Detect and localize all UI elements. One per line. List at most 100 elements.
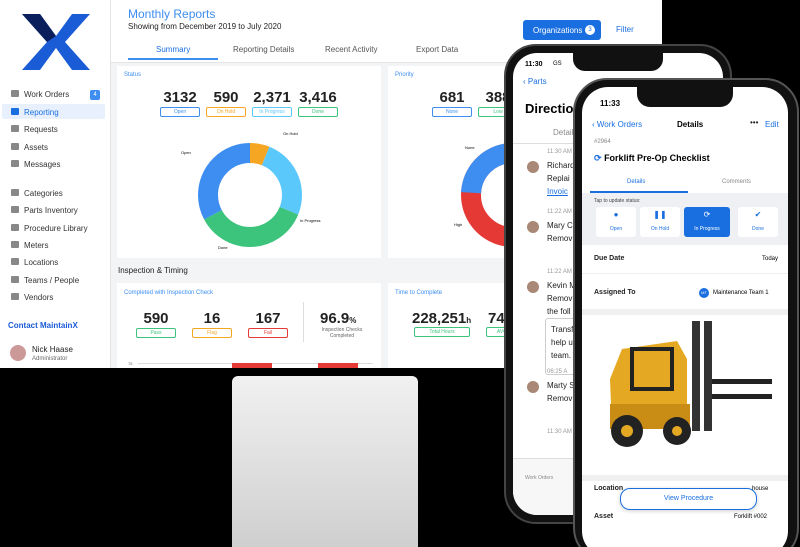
status-button[interactable]: [684, 207, 730, 237]
nav-item[interactable]: Parts Inventory: [24, 206, 78, 216]
stat-value: 590: [143, 310, 169, 327]
org-label[interactable]: Organizations: [533, 26, 583, 35]
stat-tag: None: [432, 107, 472, 117]
nav-item[interactable]: Meters: [24, 240, 49, 250]
more[interactable]: •••: [750, 118, 759, 127]
quote-text: team.: [551, 351, 572, 360]
status-label[interactable]: Done: [752, 226, 764, 232]
nav-item[interactable]: Work Orders: [24, 90, 70, 99]
status-icon: ●: [613, 210, 619, 219]
msg-avatar: [527, 221, 539, 233]
stat-value: 167: [255, 310, 281, 327]
status-label[interactable]: On Hold: [650, 226, 670, 232]
tab[interactable]: Details: [627, 179, 646, 185]
stat-value: 2,371: [253, 89, 291, 106]
nav-active: [2, 103, 105, 119]
nav-icon: [11, 206, 19, 214]
wo-id: #2964: [594, 139, 611, 145]
nav-item[interactable]: Vendors: [24, 292, 54, 302]
tab[interactable]: Export Data: [416, 45, 459, 54]
nav-item[interactable]: Procedure Library: [24, 223, 88, 233]
stat-tag: Flag: [192, 328, 232, 338]
donut-label: None: [465, 145, 475, 150]
back-text[interactable]: Work Orders: [596, 120, 643, 129]
stat-value: 681: [439, 89, 465, 106]
nav-item[interactable]: Requests: [24, 125, 58, 134]
rate: 96.9%: [320, 310, 356, 327]
page-title[interactable]: Monthly Reports: [128, 7, 216, 21]
tab[interactable]: Details: [553, 128, 578, 137]
nav-icon: [11, 189, 19, 196]
monitor-stand: [232, 376, 418, 547]
status-label[interactable]: In Progress: [694, 226, 720, 232]
filter[interactable]: Filter: [616, 25, 634, 34]
nav-item[interactable]: Messages: [24, 160, 61, 169]
tab[interactable]: Comments: [722, 179, 752, 185]
hint: Tap to update status:: [594, 198, 641, 204]
nav-item[interactable]: Assets: [24, 142, 49, 152]
status-label[interactable]: Open: [609, 226, 623, 232]
card-title[interactable]: Status: [124, 72, 142, 78]
donut-label: On Hold: [283, 131, 298, 136]
status-icon: ⟳: [703, 210, 711, 219]
divider: [582, 273, 788, 274]
stat-value: 16: [203, 310, 221, 327]
stat-tag: Open: [160, 107, 200, 117]
nav-item[interactable]: Reporting: [24, 107, 59, 117]
back-link[interactable]: ‹ Work Orders: [592, 120, 643, 129]
status-icon: ✔: [754, 210, 762, 219]
row-label: Due Date: [594, 255, 625, 262]
tab[interactable]: Recent Activity: [325, 45, 378, 54]
nav-icon: [11, 90, 19, 97]
nav-item[interactable]: Locations: [24, 258, 59, 268]
wo-title-text: Forklift Pre-Op Checklist: [604, 153, 710, 163]
msg-text: Invoic: [547, 187, 568, 196]
inspection-card: [117, 283, 381, 368]
quote-text: Transf: [551, 325, 574, 334]
phone-front-screen: 11:33 ‹ Work Orders Details ••• Edit #29…: [582, 87, 788, 547]
back-text[interactable]: Parts: [527, 77, 547, 86]
donut-label: In Progress: [300, 218, 321, 223]
msg-time: 11:22 AM: [547, 209, 572, 215]
view-procedure[interactable]: View Procedure: [620, 488, 757, 510]
donut-label: Open: [181, 150, 191, 155]
sidebar: [0, 0, 111, 368]
row-label: Assigned To: [594, 289, 636, 296]
status-button[interactable]: [596, 207, 636, 237]
msg-text: Remov: [547, 394, 573, 403]
nav-icon: [11, 240, 19, 248]
msg-text: the foll: [547, 307, 571, 316]
nav-item[interactable]: Categories: [24, 189, 63, 198]
tab-bar-item[interactable]: Work Orders: [525, 475, 554, 481]
rate-label: Inspection Checks Completed: [321, 327, 363, 339]
card-title[interactable]: Priority: [395, 72, 414, 78]
forklift-image: [610, 321, 772, 447]
row-label: Asset: [594, 513, 614, 520]
notch: [637, 87, 733, 107]
unit: h: [466, 316, 472, 325]
msg-name: Richard: [547, 161, 575, 170]
axis-label: 75: [128, 361, 133, 366]
msg-time: 11:22 AM: [547, 269, 572, 275]
back-link[interactable]: ‹ Parts: [523, 77, 547, 86]
tab[interactable]: Summary: [156, 45, 191, 54]
row-value: house: [752, 486, 769, 492]
org-button[interactable]: [523, 20, 601, 40]
notch: [573, 53, 663, 71]
card-title[interactable]: Time to Complete: [395, 290, 443, 296]
nav-icon: [11, 142, 19, 150]
nav-icon: [11, 223, 19, 231]
status-button[interactable]: [738, 207, 778, 237]
rate-value: 96.9: [320, 310, 350, 327]
msg-text: Remov: [547, 294, 573, 303]
status-donut: [198, 143, 302, 247]
tab[interactable]: Reporting Details: [233, 45, 295, 54]
status-button[interactable]: [640, 207, 680, 237]
screen-title: Directions: [525, 101, 589, 116]
stat-value: 3132: [163, 89, 197, 106]
nav-item[interactable]: Teams / People: [24, 275, 80, 285]
edit[interactable]: Edit: [765, 120, 779, 129]
card-title[interactable]: Completed with Inspection Check: [124, 290, 214, 296]
contact-link[interactable]: Contact MaintainX: [8, 321, 78, 330]
